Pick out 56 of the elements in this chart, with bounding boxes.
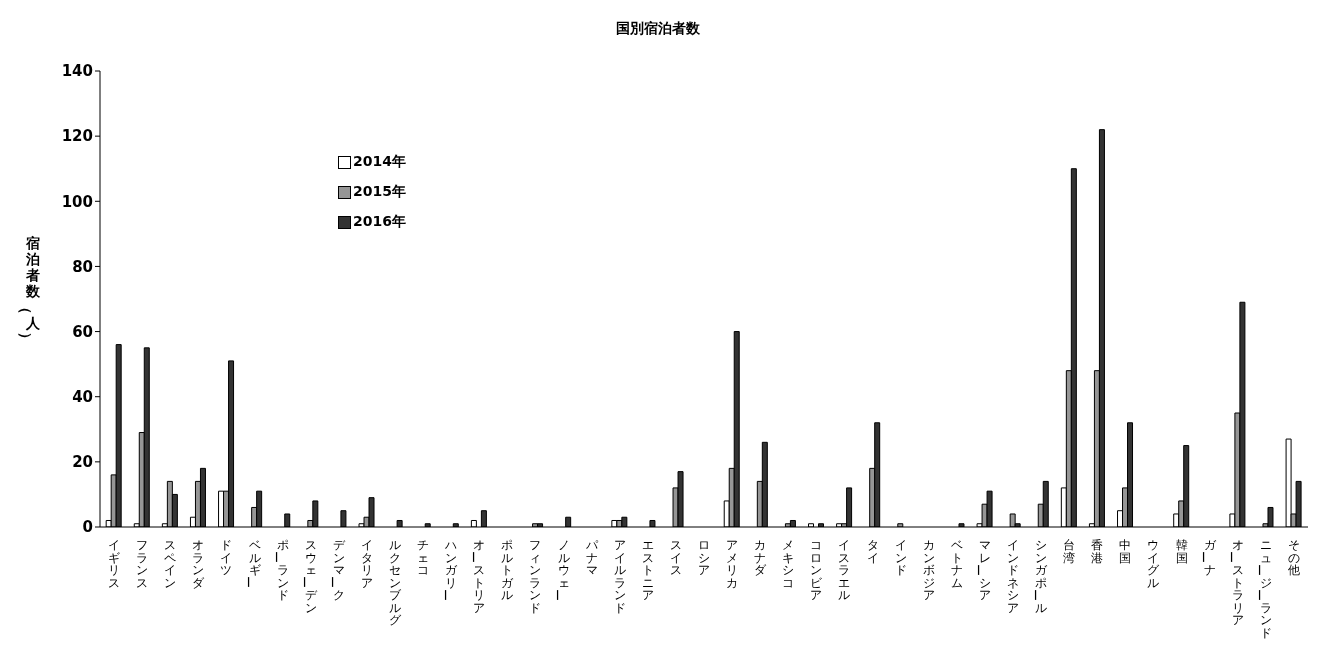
x-tick-label: フィンランド <box>529 538 542 615</box>
x-tick-label: タイ <box>866 538 879 565</box>
x-tick-label: アイルランド <box>613 538 626 615</box>
x-tick-label: ウイグル <box>1147 538 1161 590</box>
y-tick-label: 100 <box>61 192 93 211</box>
x-tick-label: ドイツ <box>220 538 233 577</box>
y-tick-label: 40 <box>72 388 93 407</box>
x-tick-label: スペイン <box>164 538 177 590</box>
x-tick-label: チェコ <box>417 538 430 577</box>
x-tick-label: マレーシア <box>971 538 991 602</box>
x-tick-label: アメリカ <box>726 538 739 590</box>
x-tick-label: ロシア <box>698 538 710 577</box>
x-tick-label: ベルギー <box>240 538 261 589</box>
x-tick-label: ハンガリー <box>437 538 459 601</box>
x-tick-label: イタリア <box>360 538 373 590</box>
x-tick-label: イスラエル <box>838 538 851 602</box>
x-tick-label: パナマ <box>584 538 599 577</box>
y-tick-label: 60 <box>72 322 93 341</box>
x-tick-label: カンボジア <box>922 538 935 602</box>
x-tick-label: コロンビア <box>810 538 824 602</box>
x-tick-label: ルクセンブルグ <box>388 538 402 627</box>
x-tick-label: フランス <box>136 538 149 590</box>
legend-label: 2016年 <box>353 213 406 231</box>
x-tick-label: メキシコ <box>782 538 795 590</box>
x-tick-label: エストニア <box>641 538 654 602</box>
x-tick-label: ベトナム <box>950 538 963 590</box>
x-tick-label: デンマーク <box>325 538 346 602</box>
x-tick-label: 台湾 <box>1063 538 1076 565</box>
x-tick-label: 中国 <box>1119 538 1132 565</box>
y-tick-label: 140 <box>61 62 93 81</box>
x-tick-label: ポルトガル <box>501 538 515 602</box>
y-axis-title: 宿泊者数（人） <box>17 235 41 347</box>
x-tick-label: インド <box>894 538 907 577</box>
x-tick-label: シンガポール <box>1027 538 1049 615</box>
x-tick-label: スイス <box>669 538 682 577</box>
x-tick-label: ポーランド <box>269 538 289 602</box>
legend-label: 2014年 <box>353 153 406 171</box>
x-tick-label: その他 <box>1287 538 1300 577</box>
chart-title: 国別宿泊者数 <box>615 20 701 38</box>
x-tick-label: イギリス <box>108 538 121 590</box>
x-tick-label: オーストラリア <box>1224 538 1244 627</box>
x-tick-label: スウェーデン <box>297 538 318 615</box>
y-tick-label: 20 <box>72 453 93 472</box>
x-tick-label: インドネシア <box>1007 538 1020 615</box>
x-tick-label: オランダ <box>192 538 206 590</box>
x-tick-label: カナダ <box>754 538 768 577</box>
y-tick-label: 120 <box>61 127 93 146</box>
x-tick-label: ガーナ <box>1196 538 1217 577</box>
x-tick-label: ニュージーランド <box>1252 538 1272 640</box>
x-tick-label: ノルウェー <box>549 538 570 601</box>
x-tick-label: オーストリア <box>465 538 486 615</box>
legend-label: 2015年 <box>353 183 406 201</box>
y-tick-label: 80 <box>72 257 93 276</box>
y-tick-label: 0 <box>82 518 93 537</box>
x-tick-label: 香港 <box>1091 538 1104 565</box>
x-tick-label: 韓国 <box>1175 538 1188 565</box>
